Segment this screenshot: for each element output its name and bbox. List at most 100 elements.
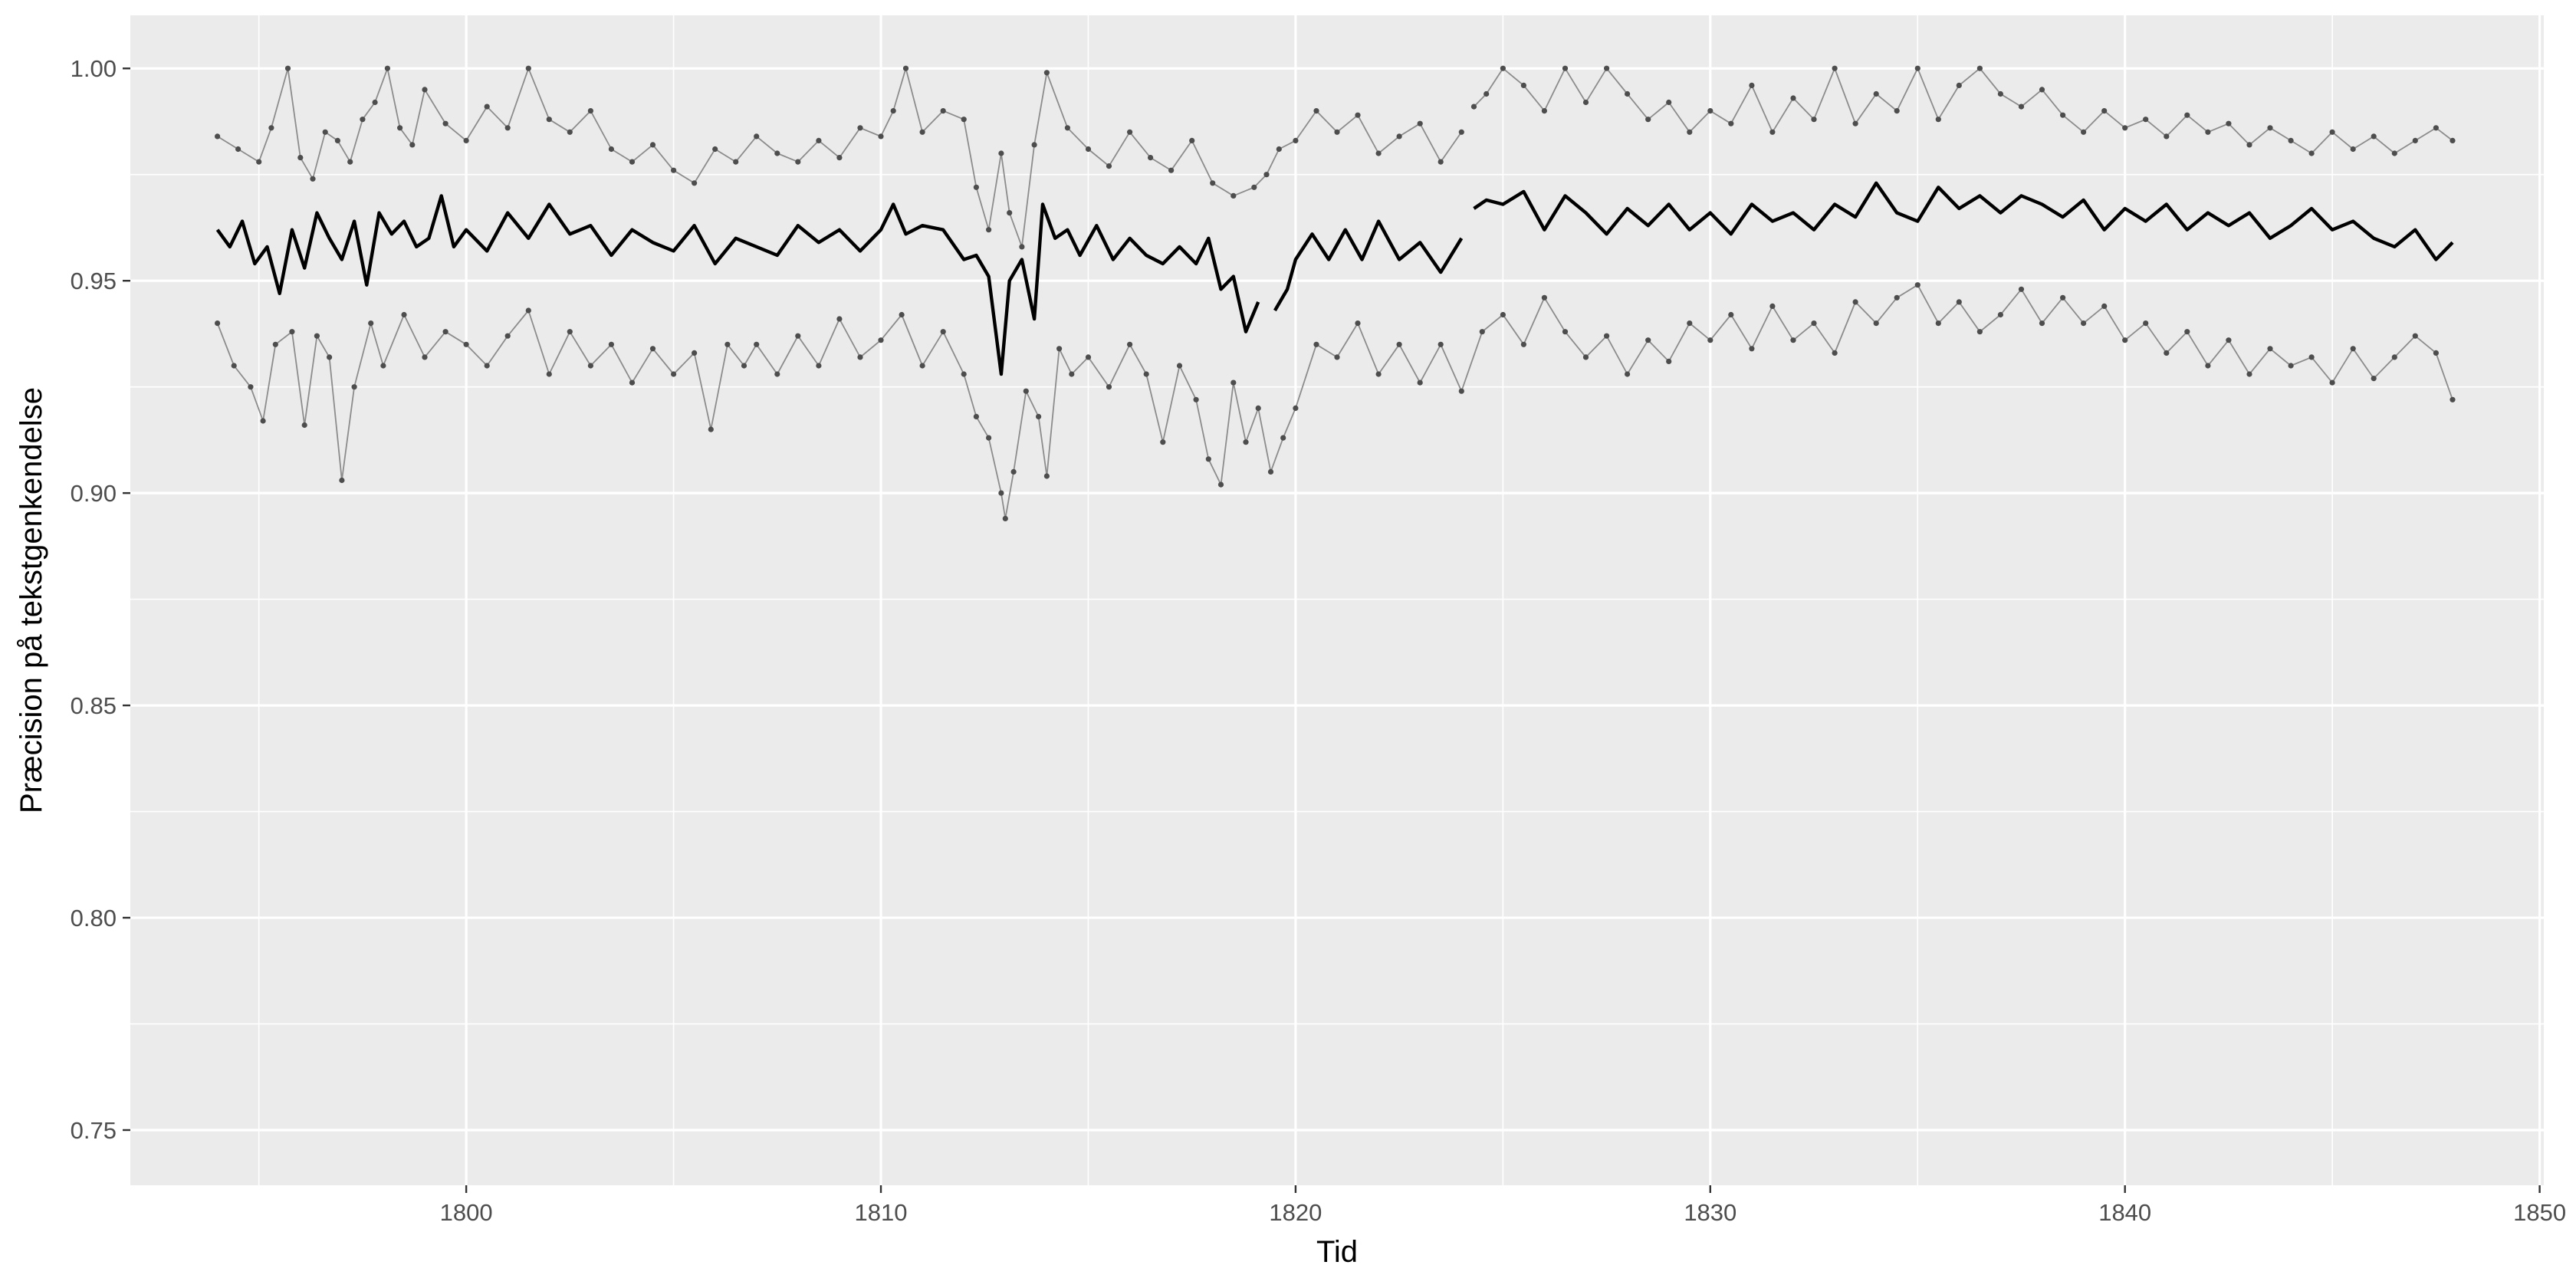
y-tick-label: 0.75	[71, 1117, 117, 1144]
data-point-upper	[973, 184, 979, 190]
data-point-upper	[692, 180, 698, 186]
data-point-lower	[2329, 380, 2335, 386]
data-point-upper	[919, 129, 925, 135]
data-point-lower	[1956, 299, 1962, 305]
data-point-upper	[1687, 129, 1693, 135]
data-point-lower	[754, 341, 760, 347]
data-point-upper	[2081, 129, 2087, 135]
data-point-upper	[1263, 172, 1270, 178]
data-point-upper	[1645, 117, 1651, 123]
data-point-upper	[712, 146, 718, 153]
data-point-lower	[2450, 396, 2456, 402]
data-point-lower	[327, 354, 333, 360]
x-axis: 1800 1810 1820 1830 1840 1850	[440, 1185, 2566, 1226]
data-point-upper	[1769, 129, 1776, 135]
data-point-upper	[2267, 125, 2273, 131]
y-axis-title: Præcision på tekstgenkendelse	[15, 387, 48, 813]
data-point-lower	[899, 311, 905, 318]
data-point-upper	[1852, 120, 1858, 127]
data-point-upper	[878, 133, 884, 140]
data-point-upper	[649, 142, 656, 148]
x-tick-label: 1840	[2098, 1199, 2151, 1226]
y-axis: 0.75 0.80 0.85 0.90 0.95 1.00	[71, 55, 130, 1144]
data-point-lower	[1160, 439, 1166, 445]
series-upper	[215, 65, 2456, 250]
data-point-upper	[902, 65, 909, 71]
data-point-lower	[1010, 468, 1017, 475]
data-point-upper	[546, 117, 552, 123]
data-point-lower	[1541, 294, 1547, 301]
data-point-lower	[2143, 320, 2149, 327]
data-point-upper	[1458, 129, 1464, 135]
data-point-lower	[272, 341, 278, 347]
data-point-lower	[368, 320, 374, 327]
data-point-upper	[1168, 167, 1175, 173]
data-point-upper	[795, 159, 801, 165]
data-point-lower	[836, 316, 843, 322]
data-point-lower	[2433, 350, 2439, 356]
data-point-upper	[397, 125, 403, 131]
data-point-lower	[2391, 354, 2397, 360]
data-point-lower	[2412, 333, 2418, 339]
data-point-lower	[1873, 320, 1879, 327]
minor-gridlines	[130, 15, 2544, 1185]
data-point-lower	[215, 320, 221, 327]
y-tick-label: 0.85	[71, 692, 117, 719]
data-point-upper	[1438, 159, 1444, 165]
data-point-lower	[1625, 371, 1631, 377]
data-point-upper	[774, 150, 780, 156]
data-point-upper	[1251, 184, 1257, 190]
data-point-upper	[1417, 120, 1423, 127]
data-point-upper	[442, 120, 449, 127]
data-point-upper	[1210, 180, 1216, 186]
data-point-lower	[998, 490, 1004, 496]
data-point-upper	[297, 155, 304, 161]
data-point-upper	[215, 133, 221, 140]
data-point-upper	[2329, 129, 2335, 135]
data-point-upper	[671, 167, 677, 173]
data-point-lower	[816, 363, 822, 369]
data-point-lower	[919, 363, 925, 369]
data-point-lower	[2122, 337, 2128, 343]
data-point-upper	[334, 137, 340, 143]
data-point-upper	[1749, 82, 1755, 88]
data-point-upper	[525, 65, 531, 71]
data-point-upper	[1562, 65, 1569, 71]
data-point-lower	[289, 329, 295, 335]
x-tick-label: 1850	[2513, 1199, 2566, 1226]
data-point-lower	[380, 363, 386, 369]
data-point-upper	[347, 159, 353, 165]
data-point-lower	[1036, 413, 1042, 420]
data-point-upper	[754, 133, 760, 140]
data-point-upper	[961, 117, 967, 123]
data-point-upper	[2433, 125, 2439, 131]
data-point-lower	[708, 426, 714, 432]
data-point-lower	[504, 333, 511, 339]
data-point-upper	[1189, 137, 1195, 143]
data-point-lower	[961, 371, 967, 377]
data-point-upper	[256, 159, 262, 165]
data-point-lower	[1687, 320, 1693, 327]
data-point-upper	[2350, 146, 2356, 153]
data-point-upper	[1520, 82, 1526, 88]
data-point-upper	[2450, 137, 2456, 143]
data-point-upper	[268, 125, 274, 131]
data-point-upper	[1148, 155, 1154, 161]
data-point-upper	[1334, 129, 1340, 135]
data-point-lower	[525, 307, 531, 314]
data-point-lower	[1728, 311, 1734, 318]
data-point-lower	[1666, 358, 1672, 364]
data-point-upper	[998, 150, 1004, 156]
data-point-lower	[2081, 320, 2087, 327]
data-point-lower	[2246, 371, 2252, 377]
data-point-upper	[1106, 163, 1112, 169]
data-point-lower	[301, 422, 307, 429]
data-point-lower	[671, 371, 677, 377]
x-tick-label: 1830	[1684, 1199, 1737, 1226]
data-point-lower	[1935, 320, 1941, 327]
data-point-upper	[940, 108, 946, 114]
data-point-lower	[1043, 473, 1050, 479]
data-point-lower	[1438, 341, 1444, 347]
data-point-lower	[1500, 311, 1506, 318]
